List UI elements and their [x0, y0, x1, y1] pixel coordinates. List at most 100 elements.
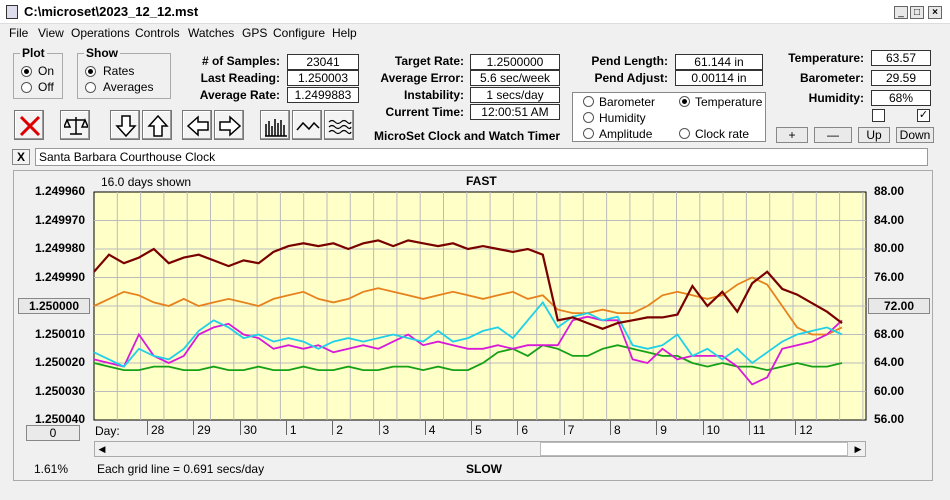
day-tick-label: 30: [243, 423, 257, 437]
plus-button[interactable]: +: [776, 127, 808, 143]
line-button[interactable]: [292, 110, 322, 140]
day-tick-label: 8: [614, 423, 621, 437]
line-wave-icon: [296, 121, 320, 131]
y-right-tick: 60.00: [874, 383, 905, 398]
rate-up-button[interactable]: [142, 110, 172, 140]
y-right-tick: 88.00: [874, 184, 905, 198]
amplitude-radio[interactable]: [583, 128, 594, 139]
window-title: C:\microset\2023_12_12.mst: [24, 4, 199, 19]
day-tick-label: 3: [382, 423, 390, 437]
day-tick-mark: [517, 421, 519, 435]
average-rate-label: Average Rate:: [199, 88, 280, 102]
scroll-right-arrow[interactable]: ▶: [854, 444, 862, 454]
y-left-tick: 1.249960: [34, 184, 85, 198]
show-rates-label: Rates: [103, 64, 135, 78]
day-tick-mark: [239, 421, 241, 435]
env-checkbox-1[interactable]: [872, 109, 885, 122]
up-button[interactable]: Up: [858, 127, 890, 143]
pend-adjust-label: Pend Adjust:: [594, 71, 668, 85]
menu-operations[interactable]: Operations: [71, 26, 130, 40]
day-tick-label: 11: [752, 423, 766, 437]
day-tick-mark: [610, 421, 611, 435]
close-clock-button[interactable]: X: [12, 149, 30, 165]
rate-down-button[interactable]: [110, 110, 140, 140]
amplitude-option[interactable]: Amplitude: [599, 127, 653, 141]
target-rate-label: Target Rate:: [394, 54, 464, 68]
minimize-button[interactable]: _: [894, 6, 908, 19]
day-tick-label: 7: [567, 423, 575, 437]
pend-adjust-value: 0.00114 in: [675, 70, 763, 86]
menu-watches[interactable]: Watches: [188, 26, 235, 40]
bars-button[interactable]: [260, 110, 290, 140]
plot-title: Plot: [20, 46, 47, 60]
scroll-left-arrow[interactable]: ◀: [98, 444, 106, 454]
show-averages-radio[interactable]: [85, 82, 96, 93]
temperature-value: 63.57: [871, 50, 931, 66]
waves-button[interactable]: [324, 110, 354, 140]
series-options-box: [572, 92, 766, 142]
y-right-tick: 68.00: [874, 326, 905, 341]
day-tick-label: 28: [151, 423, 165, 437]
show-rates-radio[interactable]: [85, 66, 96, 77]
humidity-radio[interactable]: [583, 112, 594, 123]
day-tick-label: 6: [521, 423, 529, 437]
balance-button[interactable]: [60, 110, 90, 140]
arrow-left-icon: [186, 115, 209, 137]
target-rate-value: 1.2500000: [470, 54, 560, 70]
arrow-up-icon: [147, 114, 169, 137]
y-right-tick: 64.00: [874, 355, 905, 369]
day-tick-mark: [471, 421, 473, 435]
y-right-tick: 56.00: [874, 412, 905, 426]
menu-file[interactable]: File: [9, 26, 29, 40]
y-right-tick: 84.00: [874, 212, 905, 227]
day-tick-label: 10: [706, 423, 720, 437]
humidity-value: 68%: [871, 90, 931, 106]
clock-name-field[interactable]: Santa Barbara Courthouse Clock: [35, 148, 928, 166]
clockrate-option[interactable]: Clock rate: [695, 127, 750, 141]
percent-label: 1.61%: [34, 462, 69, 476]
app-icon: [6, 5, 18, 19]
env-checkbox-2[interactable]: ✓: [917, 109, 930, 122]
red-x-icon: [19, 115, 41, 137]
scroll-left-button[interactable]: [182, 110, 212, 140]
menu-gps[interactable]: GPS: [242, 26, 268, 40]
minus-button[interactable]: —: [814, 127, 852, 143]
arrow-down-icon: [115, 115, 137, 138]
humidity-option[interactable]: Humidity: [599, 111, 646, 125]
temperature-radio[interactable]: [679, 96, 690, 107]
menu-configure[interactable]: Configure: [273, 26, 326, 40]
clear-button[interactable]: [14, 110, 44, 140]
y-left-tick: 1.250040: [34, 412, 85, 426]
plot-off-radio[interactable]: [21, 82, 32, 93]
day-tick-label: 12: [799, 423, 813, 437]
menu-help[interactable]: Help: [332, 26, 357, 40]
temperature-option[interactable]: Temperature: [695, 95, 763, 109]
y-left-tick: 1.249990: [34, 269, 85, 284]
show-averages-label: Averages: [103, 80, 154, 94]
scroll-right-button[interactable]: [214, 110, 244, 140]
barometer-option[interactable]: Barometer: [599, 95, 656, 109]
show-title: Show: [84, 46, 120, 60]
clockrate-radio[interactable]: [679, 128, 690, 139]
maximize-button[interactable]: □: [910, 6, 924, 19]
chart-panel: [13, 170, 933, 481]
barometer-radio[interactable]: [583, 96, 594, 107]
menu-view[interactable]: View: [38, 26, 64, 40]
menu-controls[interactable]: Controls: [135, 26, 180, 40]
y-left-tick: 1.250020: [34, 355, 85, 369]
pend-length-label: Pend Length:: [591, 54, 668, 68]
current-time-value: 12:00:51 AM: [470, 104, 560, 120]
close-window-button[interactable]: ×: [928, 6, 942, 19]
day-tick-label: 5: [475, 423, 482, 437]
day-tick-mark: [147, 421, 148, 435]
down-button[interactable]: Down: [896, 127, 934, 143]
y-right-tick: 76.00: [874, 269, 905, 284]
day-tick-mark: [795, 421, 797, 435]
plot-on-radio[interactable]: [21, 66, 32, 77]
scroll-thumb[interactable]: [540, 442, 848, 456]
plot-on-label: On: [38, 64, 55, 78]
last-reading-label: Last Reading:: [200, 71, 280, 85]
offset-button[interactable]: 0: [26, 425, 80, 441]
day-tick-mark: [563, 421, 565, 435]
arrow-right-icon: [219, 115, 242, 137]
